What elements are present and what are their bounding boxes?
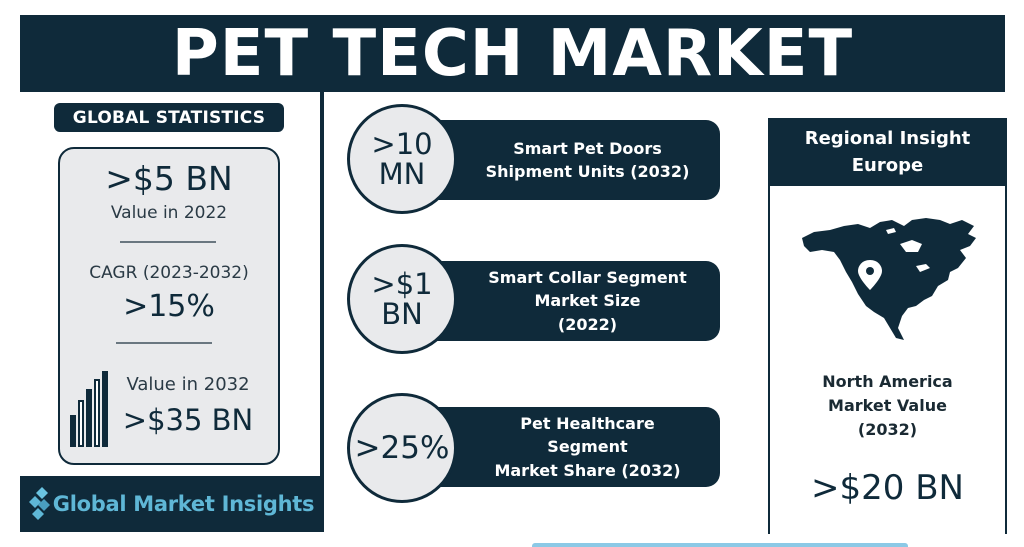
accent-bar <box>532 543 908 547</box>
location-pin-icon <box>858 260 882 290</box>
highlight-line: Segment <box>547 437 628 457</box>
regional-label: North America Market Value (2032) <box>770 370 1005 442</box>
value-2032-label: Value in 2032 <box>126 374 250 395</box>
highlight-value: >25% <box>354 429 450 466</box>
brand-name: Global Market Insights <box>52 492 315 516</box>
highlight-smart-pet-doors: Smart Pet Doors Shipment Units (2032) >1… <box>345 104 725 214</box>
highlight-value-circle: >$1 BN <box>347 244 457 354</box>
regional-insight-panel: Regional Insight Europe North America Ma… <box>768 118 1007 534</box>
left-divider <box>320 92 324 532</box>
highlight-line: (2022) <box>557 314 618 334</box>
highlight-value: >$1 <box>371 266 433 301</box>
highlight-pet-healthcare: Pet Healthcare Segment Market Share (203… <box>345 393 725 503</box>
regional-subheading: Europe <box>851 155 924 176</box>
value-2022: >$5 BN <box>105 159 233 198</box>
highlight-line: Smart Collar Segment <box>488 268 687 288</box>
regional-heading: Regional Insight <box>804 128 971 149</box>
cagr-label: CAGR (2023-2032) <box>89 263 249 283</box>
divider <box>116 342 212 344</box>
cagr-value: >15% <box>123 289 215 324</box>
highlight-unit: BN <box>381 297 423 331</box>
brand-logo: Global Market Insights <box>20 476 323 532</box>
highlight-line: Smart Pet Doors <box>513 138 662 158</box>
title-banner: PET TECH MARKET <box>20 15 1005 92</box>
highlight-line: Market Size <box>534 291 641 311</box>
highlight-smart-collar: Smart Collar Segment Market Size (2022) … <box>345 244 725 354</box>
highlight-line: Market Share (2032) <box>494 460 681 480</box>
highlight-value-circle: >25% <box>347 393 457 503</box>
regional-label-line: North America <box>822 372 953 391</box>
value-2032: >$35 BN <box>122 403 254 437</box>
highlight-line: Shipment Units (2032) <box>485 162 690 181</box>
highlight-line: Pet Healthcare <box>520 414 655 434</box>
highlight-value: >10 <box>371 126 433 161</box>
global-statistics-badge: GLOBAL STATISTICS <box>54 103 284 132</box>
regional-insight-header: Regional Insight Europe <box>770 118 1005 186</box>
regional-label-line: (2032) <box>857 420 918 439</box>
diamond-cluster-icon <box>28 487 50 520</box>
bar-chart-icon <box>70 367 114 447</box>
regional-label-line: Market Value <box>828 396 947 415</box>
value-2022-label: Value in 2022 <box>110 203 228 223</box>
page-title: PET TECH MARKET <box>171 16 854 91</box>
regional-value: >$20 BN <box>811 468 964 508</box>
north-america-map-icon <box>802 218 976 340</box>
divider <box>120 241 216 243</box>
global-statistics-card: >$5 BN Value in 2022 CAGR (2023-2032) >1… <box>58 147 280 465</box>
highlight-value-circle: >10 MN <box>347 104 457 214</box>
highlight-unit: MN <box>378 157 426 191</box>
